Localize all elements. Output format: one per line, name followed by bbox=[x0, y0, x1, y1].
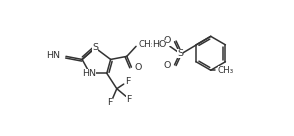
Text: S: S bbox=[177, 49, 183, 58]
Text: F: F bbox=[125, 77, 130, 86]
Text: HO: HO bbox=[152, 40, 166, 49]
Text: O: O bbox=[134, 63, 142, 72]
Text: F: F bbox=[107, 98, 113, 107]
Text: F: F bbox=[126, 95, 132, 104]
Text: CH₃: CH₃ bbox=[218, 66, 234, 75]
Text: CH₃: CH₃ bbox=[138, 40, 155, 49]
Text: HN: HN bbox=[82, 69, 96, 78]
Text: S: S bbox=[92, 43, 98, 52]
Text: O: O bbox=[163, 61, 171, 70]
Text: O: O bbox=[163, 36, 171, 45]
Text: HN: HN bbox=[46, 51, 60, 60]
